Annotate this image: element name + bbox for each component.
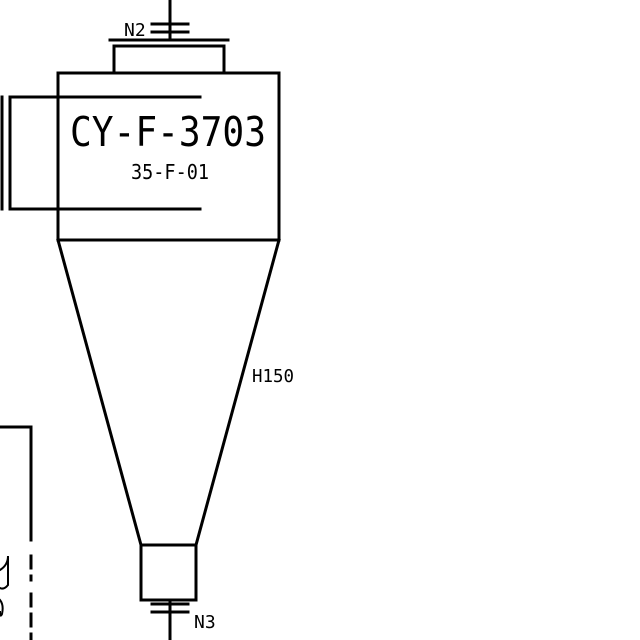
tangential-inlet [0, 95, 202, 211]
cone-annotation: H150 [252, 366, 294, 387]
bottom-nozzle-n3 [150, 598, 190, 640]
equipment-tag: CY-F-3703 [70, 108, 266, 156]
adjacent-equipment-outline [0, 425, 33, 640]
partial-valve-symbol [0, 555, 9, 617]
cyclone-cone [56, 238, 281, 547]
equipment-subtag: 35-F-01 [131, 160, 209, 184]
top-nozzle-n2 [108, 0, 230, 75]
cyclone-body [56, 71, 281, 242]
nozzle-label-top: N2 [124, 20, 146, 41]
bottom-outlet [139, 543, 198, 602]
nozzle-label-bottom: N3 [194, 612, 216, 633]
